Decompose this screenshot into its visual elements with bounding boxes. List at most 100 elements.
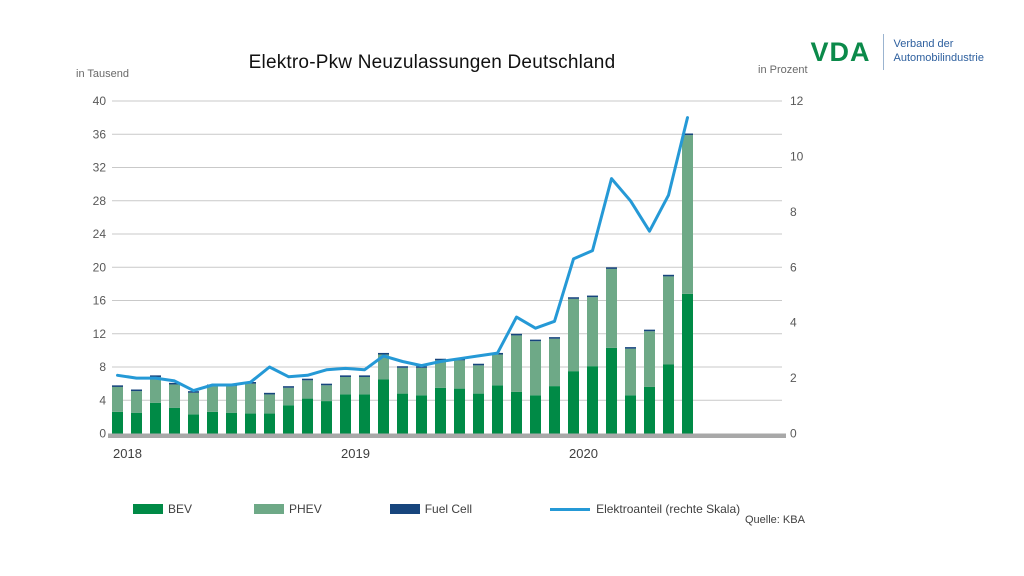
x-axis-baseline bbox=[108, 433, 786, 438]
legend-item-share: Elektroanteil (rechte Skala) bbox=[550, 502, 740, 516]
bar-fuel-cell-2018-11 bbox=[302, 378, 313, 381]
bar-phev-2019-05 bbox=[416, 367, 427, 396]
bar-phev-2020-01 bbox=[568, 298, 579, 372]
left-axis-unit-label: in Tausend bbox=[76, 68, 130, 80]
bar-bev-2018-11 bbox=[302, 398, 313, 434]
right-axis-tick-label: 8 bbox=[790, 205, 797, 219]
bar-fuel-cell-2018-02 bbox=[131, 389, 142, 392]
left-axis-tick-label: 0 bbox=[99, 427, 106, 441]
logo-caption: Verband der Automobilindustrie bbox=[894, 38, 985, 66]
bar-bev-2018-01 bbox=[112, 411, 123, 434]
x-axis-year-label: 2020 bbox=[569, 446, 598, 461]
bar-bev-2018-09 bbox=[264, 413, 275, 434]
bar-fuel-cell-2018-04 bbox=[169, 382, 180, 385]
bar-fuel-cell-2019-01 bbox=[340, 375, 351, 377]
bar-fuel-cell-2019-06 bbox=[435, 358, 446, 361]
bar-phev-2020-07 bbox=[682, 135, 693, 294]
bar-fuel-cell-2020-02 bbox=[587, 295, 598, 298]
chart-legend: BEV PHEV Fuel Cell Elektroanteil (rechte… bbox=[133, 502, 740, 516]
bar-bev-2019-01 bbox=[340, 394, 351, 434]
bar-phev-2019-10 bbox=[511, 335, 522, 392]
legend-label-bev: BEV bbox=[168, 502, 193, 516]
bar-bev-2019-11 bbox=[530, 395, 541, 434]
x-axis-year-label: 2019 bbox=[341, 446, 370, 461]
bar-bev-2019-02 bbox=[359, 394, 370, 434]
bar-bev-2019-09 bbox=[492, 385, 503, 434]
bar-fuel-cell-2020-04 bbox=[625, 347, 636, 349]
left-axis-tick-label: 20 bbox=[93, 260, 107, 274]
bar-bev-2020-06 bbox=[663, 364, 674, 434]
bar-phev-2018-03 bbox=[150, 376, 161, 403]
bar-bev-2019-10 bbox=[511, 391, 522, 434]
bar-phev-2020-04 bbox=[625, 348, 636, 396]
bar-phev-2020-06 bbox=[663, 276, 674, 365]
vda-wordmark: VDA bbox=[810, 36, 871, 67]
legend-item-phev: PHEV bbox=[254, 502, 322, 516]
phev-swatch bbox=[254, 504, 285, 514]
bar-phev-2018-08 bbox=[245, 383, 256, 414]
bar-bev-2020-04 bbox=[625, 395, 636, 434]
logo-caption-line2: Automobilindustrie bbox=[893, 52, 985, 64]
bar-phev-2018-01 bbox=[112, 386, 123, 412]
left-axis-tick-label: 32 bbox=[93, 161, 107, 175]
x-axis-year-label: 2018 bbox=[113, 446, 142, 461]
left-axis-tick-label: 24 bbox=[93, 227, 107, 241]
bar-fuel-cell-2020-05 bbox=[644, 329, 655, 332]
bar-phev-2019-11 bbox=[530, 341, 541, 396]
bar-fuel-cell-2018-10 bbox=[283, 386, 294, 388]
bar-phev-2019-09 bbox=[492, 354, 503, 386]
bar-fuel-cell-2019-12 bbox=[549, 337, 560, 339]
vda-logo: VDA Verband der Automobilindustrie bbox=[810, 34, 984, 70]
bar-fuel-cell-2018-12 bbox=[321, 383, 332, 386]
bar-phev-2020-02 bbox=[587, 297, 598, 367]
bar-fuel-cell-2020-03 bbox=[606, 267, 617, 269]
share-line-swatch bbox=[550, 507, 591, 511]
bar-fuel-cell-2018-09 bbox=[264, 392, 275, 395]
bar-phev-2018-10 bbox=[283, 387, 294, 406]
bar-bev-2020-07 bbox=[682, 293, 693, 434]
right-axis-tick-label: 12 bbox=[790, 94, 804, 108]
bar-phev-2019-03 bbox=[378, 354, 389, 380]
bar-phev-2019-04 bbox=[397, 367, 408, 394]
bar-phev-2019-07 bbox=[454, 360, 465, 389]
left-axis-tick-label: 36 bbox=[93, 127, 107, 141]
bar-fuel-cell-2019-11 bbox=[530, 339, 541, 342]
bar-bev-2019-03 bbox=[378, 379, 389, 434]
bar-phev-2019-02 bbox=[359, 376, 370, 395]
right-axis-tick-label: 10 bbox=[790, 149, 804, 163]
bar-phev-2019-08 bbox=[473, 365, 484, 394]
bar-phev-2018-05 bbox=[188, 392, 199, 415]
left-axis-tick-label: 40 bbox=[93, 94, 107, 108]
left-axis-tick-label: 28 bbox=[93, 194, 107, 208]
left-axis-tick-label: 4 bbox=[99, 393, 106, 407]
share-line bbox=[116, 116, 689, 393]
bar-fuel-cell-2019-03 bbox=[378, 352, 389, 355]
bar-bev-2018-08 bbox=[245, 413, 256, 434]
bar-phev-2018-07 bbox=[226, 386, 237, 413]
legend-label-fuel-cell: Fuel Cell bbox=[424, 502, 473, 516]
bar-phev-2018-12 bbox=[321, 385, 332, 402]
right-axis-tick-label: 6 bbox=[790, 260, 797, 274]
bar-fuel-cell-2019-08 bbox=[473, 363, 484, 366]
bar-phev-2018-06 bbox=[207, 386, 218, 412]
bar-bev-2019-04 bbox=[397, 393, 408, 434]
bar-bev-2018-12 bbox=[321, 401, 332, 434]
bar-fuel-cell-2020-01 bbox=[568, 297, 579, 299]
bar-fuel-cell-2018-01 bbox=[112, 385, 123, 387]
bar-phev-2019-06 bbox=[435, 360, 446, 388]
left-axis-tick-label: 16 bbox=[93, 294, 107, 308]
bar-bev-2018-02 bbox=[131, 412, 142, 434]
bar-fuel-cell-2020-07 bbox=[682, 133, 693, 136]
bar-bev-2019-12 bbox=[549, 386, 560, 434]
right-axis-tick-label: 4 bbox=[790, 316, 797, 330]
legend-label-phev: PHEV bbox=[289, 502, 322, 516]
bar-bev-2019-06 bbox=[435, 387, 446, 434]
left-axis-tick-label: 12 bbox=[93, 327, 107, 341]
bar-phev-2020-03 bbox=[606, 268, 617, 348]
bar-bev-2018-07 bbox=[226, 412, 237, 434]
page-title: Elektro-Pkw Neuzulassungen Deutschland bbox=[248, 52, 616, 73]
bar-bev-2018-10 bbox=[283, 405, 294, 434]
bar-bev-2020-01 bbox=[568, 371, 579, 434]
